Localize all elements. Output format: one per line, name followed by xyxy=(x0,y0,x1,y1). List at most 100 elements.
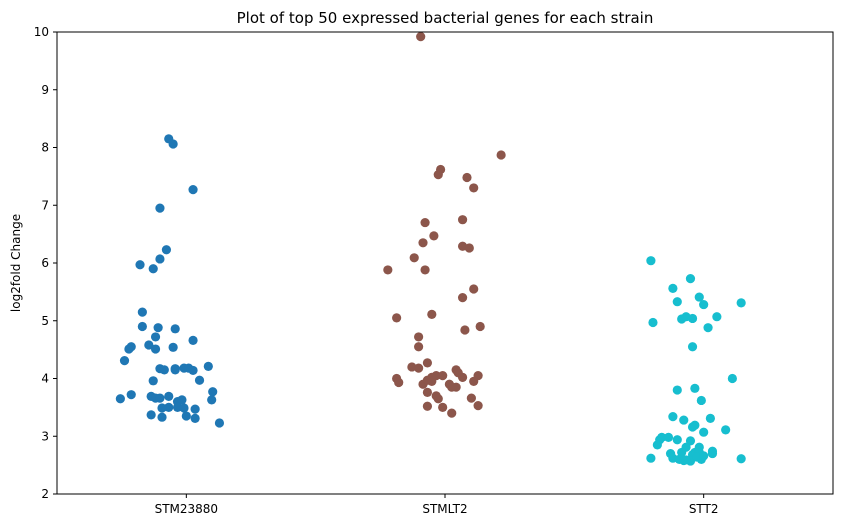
data-point xyxy=(668,412,678,422)
y-axis-label: log2fold Change xyxy=(9,214,23,312)
data-point xyxy=(420,217,430,228)
data-point xyxy=(646,256,656,266)
data-point xyxy=(194,375,205,385)
y-tick-label: 9 xyxy=(41,83,49,97)
data-point xyxy=(433,394,443,404)
data-point xyxy=(663,432,674,443)
data-point xyxy=(677,447,687,458)
y-tick-label: 6 xyxy=(41,256,49,270)
data-point xyxy=(687,422,698,432)
data-point xyxy=(168,139,178,149)
data-point xyxy=(712,312,722,322)
data-point xyxy=(672,435,682,445)
data-point xyxy=(150,332,161,342)
x-axis: STM23880 STMLT2 STT2 xyxy=(155,494,719,516)
data-point xyxy=(137,321,147,332)
data-point xyxy=(703,323,713,333)
data-point xyxy=(115,394,125,404)
chart-marks xyxy=(115,32,746,466)
data-point xyxy=(157,403,167,413)
data-point xyxy=(466,393,476,403)
data-point xyxy=(469,376,479,386)
data-point xyxy=(148,376,158,386)
data-point xyxy=(181,411,191,421)
data-point xyxy=(420,265,430,275)
data-point xyxy=(203,361,213,371)
data-point xyxy=(672,385,682,395)
y-tick-label: 4 xyxy=(41,372,49,386)
data-point xyxy=(394,377,404,388)
data-point xyxy=(137,307,147,317)
data-point xyxy=(687,313,698,324)
data-point xyxy=(148,264,158,274)
y-tick-label: 7 xyxy=(41,198,49,212)
data-point xyxy=(646,453,656,463)
data-point xyxy=(705,413,715,423)
data-point xyxy=(736,298,746,308)
data-point xyxy=(721,425,731,435)
data-point xyxy=(208,387,218,397)
data-point xyxy=(727,373,737,384)
data-point xyxy=(469,284,479,294)
data-point xyxy=(429,231,439,241)
data-point xyxy=(179,403,189,413)
data-point xyxy=(418,238,428,248)
data-point xyxy=(668,283,678,294)
data-point xyxy=(736,454,746,464)
data-point xyxy=(652,440,662,450)
data-point xyxy=(414,363,424,373)
data-point xyxy=(188,185,198,195)
data-point xyxy=(164,402,174,412)
y-tick-label: 3 xyxy=(41,429,49,443)
data-point xyxy=(177,395,187,405)
data-point xyxy=(681,455,691,465)
data-point xyxy=(153,323,163,333)
data-point xyxy=(496,150,506,160)
data-point xyxy=(150,344,161,354)
data-point xyxy=(168,342,178,352)
data-point xyxy=(146,410,156,420)
data-point xyxy=(457,293,468,303)
data-point xyxy=(155,393,165,403)
data-point xyxy=(414,332,424,342)
data-point xyxy=(699,299,709,310)
data-point xyxy=(422,401,433,411)
data-point xyxy=(157,412,167,422)
data-point xyxy=(473,401,483,411)
data-point xyxy=(685,273,696,284)
x-tick-label: STMLT2 xyxy=(422,502,467,516)
data-point xyxy=(679,415,689,425)
y-tick-label: 2 xyxy=(41,487,49,501)
data-point xyxy=(457,215,468,225)
data-point xyxy=(447,382,457,392)
data-point xyxy=(707,448,718,459)
data-point xyxy=(207,395,217,405)
data-point xyxy=(687,342,698,352)
data-point xyxy=(161,245,172,255)
data-point xyxy=(447,408,457,418)
data-point xyxy=(438,402,448,412)
y-tick-label: 5 xyxy=(41,314,49,328)
y-tick-label: 10 xyxy=(34,25,49,39)
data-point xyxy=(464,243,474,253)
data-point xyxy=(699,451,709,461)
data-point xyxy=(422,358,433,368)
data-point xyxy=(694,292,704,302)
data-point xyxy=(155,254,165,264)
data-point xyxy=(124,344,134,354)
data-point xyxy=(190,404,200,414)
data-point xyxy=(144,340,154,350)
data-point xyxy=(383,265,393,275)
data-point xyxy=(699,427,709,437)
data-point xyxy=(672,297,682,307)
data-point xyxy=(457,372,468,382)
data-point xyxy=(438,371,448,381)
data-point xyxy=(409,253,419,263)
data-point xyxy=(119,355,130,366)
data-point xyxy=(433,170,443,180)
data-point xyxy=(416,32,426,42)
data-point xyxy=(155,203,165,213)
data-point xyxy=(648,317,658,328)
data-point xyxy=(414,342,424,352)
data-point xyxy=(188,335,198,345)
